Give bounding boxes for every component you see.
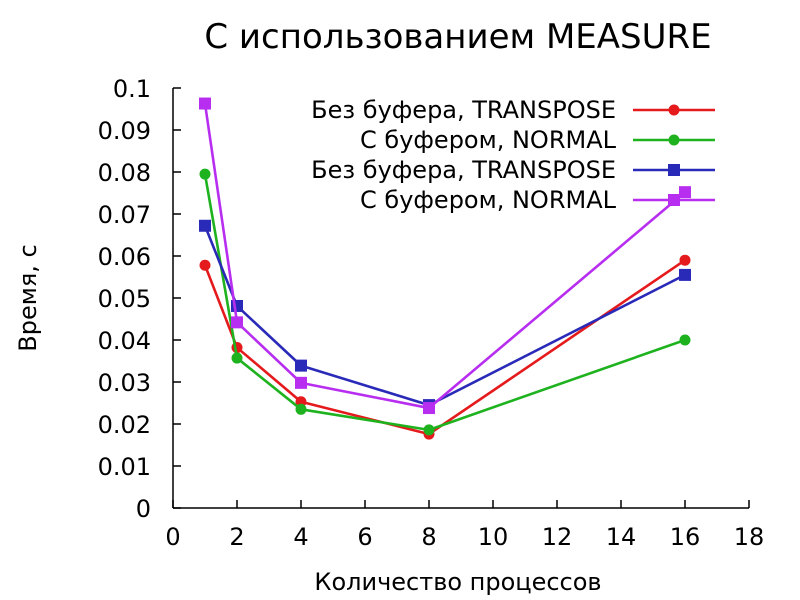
data-point [423,424,435,436]
data-point [199,219,211,232]
x-tick-label: 0 [165,523,180,551]
data-point [295,396,307,408]
data-point [199,259,211,271]
legend-label: С буфером, NORMAL [360,186,617,214]
legend-label: С буфером, NORMAL [360,126,617,154]
y-tick-label: 0.09 [98,117,151,145]
data-point [231,316,243,329]
legend-item: С буфером, NORMAL [360,186,715,214]
data-point [679,268,691,281]
y-tick-label: 0.02 [98,411,151,439]
data-point [423,402,435,415]
legend-label: Без буфера, TRANSPOSE [311,156,616,184]
x-tick-label: 8 [421,523,436,551]
legend-swatch-marker [668,164,680,176]
x-tick-label: 16 [670,523,701,551]
y-axis-label: Время, с [14,244,42,351]
series-group [199,97,691,440]
data-point [199,168,211,180]
legend-item: Без буфера, TRANSPOSE [311,96,715,124]
x-tick-label: 18 [734,523,765,551]
y-tick-label: 0.08 [98,159,151,187]
y-tick-label: 0.01 [98,453,151,481]
axes: 0 2 4 6 8 10 12 14 16 18 0 0.01 0.02 0.03 0.04 0.05 0.06… [98,75,765,551]
legend-item: Без буфера, TRANSPOSE [311,156,715,184]
y-tick-label: 0.06 [98,243,151,271]
x-axis-label: Количество процессов [314,568,601,596]
x-tick-label: 4 [293,523,308,551]
data-point [295,376,307,389]
y-tick-label: 0.03 [98,369,151,397]
x-tick-label: 12 [542,523,573,551]
y-tick-label: 0.1 [113,75,151,103]
x-tick-label: 6 [357,523,372,551]
series-4 [199,97,691,415]
data-point [295,403,307,415]
y-tick-label: 0.07 [98,201,151,229]
legend-swatch-marker [668,104,680,116]
y-tick-label: 0.05 [98,285,151,313]
data-point [679,254,691,266]
x-tick-label: 10 [478,523,509,551]
legend-swatch-marker [668,134,680,146]
legend-label: Без буфера, TRANSPOSE [311,96,616,124]
x-tick-label: 14 [606,523,637,551]
legend-item: С буфером, NORMAL [360,126,715,154]
data-point [295,359,307,372]
y-tick-label: 0 [136,495,151,523]
y-tick-label: 0.04 [98,327,151,355]
data-point [679,334,691,346]
x-tick-label: 2 [229,523,244,551]
legend-swatch-marker [668,194,680,206]
chart-title: С использованием MEASURE [204,17,711,57]
data-point [231,352,243,364]
data-point [679,186,691,199]
data-point [199,97,211,110]
series-1 [199,254,691,440]
series-2 [199,168,691,436]
series-line [203,259,686,436]
